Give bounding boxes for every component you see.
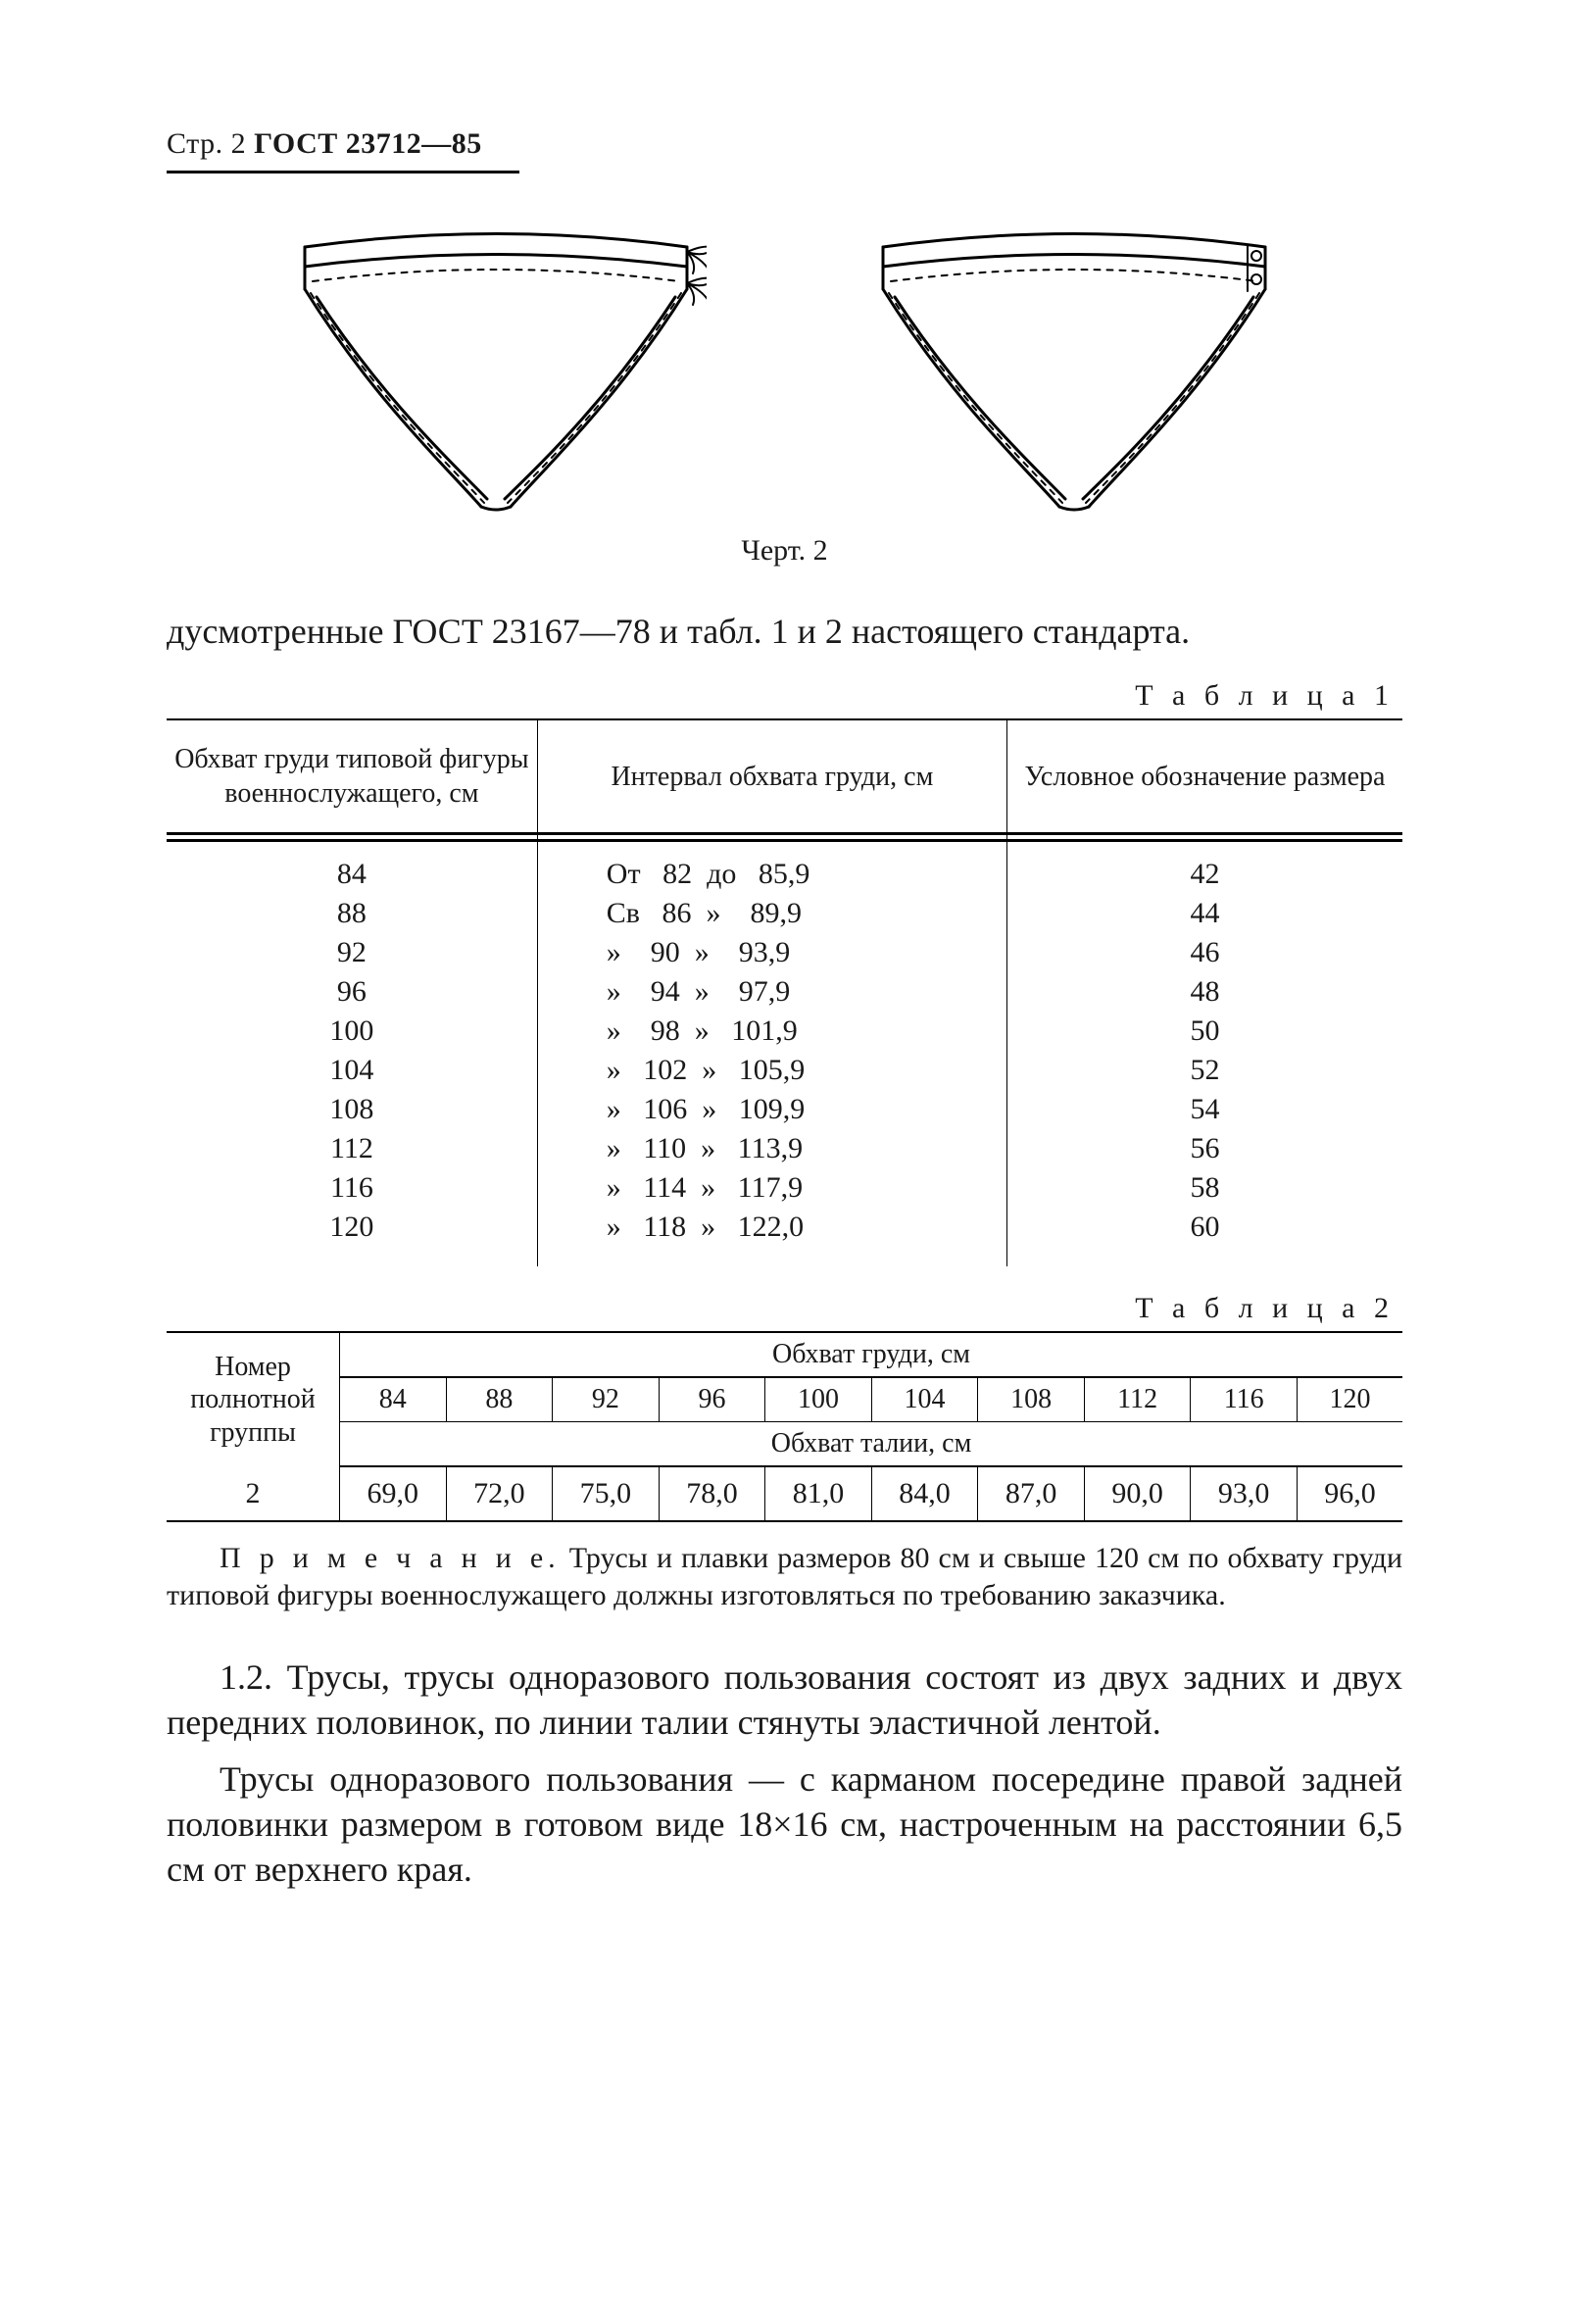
table1-chest: 120 — [167, 1208, 537, 1247]
table2-value: 81,0 — [765, 1466, 872, 1521]
table1-code: 50 — [1006, 1012, 1402, 1051]
table2-size: 92 — [553, 1377, 660, 1422]
table2-size: 84 — [340, 1377, 447, 1422]
standard-code: ГОСТ 23712—85 — [254, 127, 482, 160]
paragraph-1-2-b: Трусы одноразового пользования — с карма… — [167, 1756, 1402, 1892]
table1-code: 60 — [1006, 1208, 1402, 1247]
table2-size: 96 — [659, 1377, 765, 1422]
table1-interval: » 118 » 122,0 — [537, 1208, 1006, 1247]
table1-header-col2: Интервал обхвата груди, см — [537, 719, 1006, 834]
table2-size: 88 — [446, 1377, 553, 1422]
table1-code: 54 — [1006, 1090, 1402, 1129]
table1-header-col3: Условное обозначение размера — [1006, 719, 1402, 834]
table2-value: 72,0 — [446, 1466, 553, 1521]
table1-interval: » 110 » 113,9 — [537, 1129, 1006, 1168]
table1-interval: » 106 » 109,9 — [537, 1090, 1006, 1129]
table2-value: 84,0 — [871, 1466, 978, 1521]
table2-size: 120 — [1297, 1377, 1402, 1422]
table1-chest: 88 — [167, 894, 537, 933]
table1-code: 48 — [1006, 972, 1402, 1012]
table2-row-header: Номер полнотной группы — [167, 1332, 340, 1466]
table1-chest: 116 — [167, 1168, 537, 1208]
brief-drawing-left — [285, 213, 707, 517]
table1-code: 56 — [1006, 1129, 1402, 1168]
table1-chest: 112 — [167, 1129, 537, 1168]
table2-value: 96,0 — [1297, 1466, 1402, 1521]
figure-caption: Черт. 2 — [167, 534, 1402, 568]
table2-value: 75,0 — [553, 1466, 660, 1521]
table2-value: 78,0 — [659, 1466, 765, 1521]
table2-chest-label: Обхват груди, см — [340, 1332, 1402, 1377]
table1-chest: 84 — [167, 841, 537, 895]
table1-interval: От 82 до 85,9 — [537, 841, 1006, 895]
table1-interval: » 98 » 101,9 — [537, 1012, 1006, 1051]
table2-value: 87,0 — [978, 1466, 1085, 1521]
header-rule — [167, 171, 519, 173]
table2-value: 90,0 — [1084, 1466, 1191, 1521]
brief-drawing-right — [863, 213, 1285, 517]
table2-value: 93,0 — [1191, 1466, 1298, 1521]
table1-code: 58 — [1006, 1168, 1402, 1208]
table2-value: 69,0 — [340, 1466, 447, 1521]
table1-chest: 100 — [167, 1012, 537, 1051]
table1: Обхват груди типовой фигуры военнослужащ… — [167, 718, 1402, 1266]
table1-code: 44 — [1006, 894, 1402, 933]
figure-row — [167, 213, 1402, 517]
table1-label: Т а б л и ц а 1 — [167, 679, 1395, 713]
table2-waist-label: Обхват талии, см — [340, 1422, 1402, 1467]
table1-interval: » 102 » 105,9 — [537, 1051, 1006, 1090]
table1-chest: 108 — [167, 1090, 537, 1129]
document-page: Стр. 2 ГОСТ 23712—85 — [0, 0, 1569, 2324]
table2-size: 104 — [871, 1377, 978, 1422]
table2-group: 2 — [167, 1466, 340, 1521]
table2-size: 112 — [1084, 1377, 1191, 1422]
paragraph-1-2-a: 1.2. Трусы, трусы одноразового пользован… — [167, 1655, 1402, 1745]
table1-header-col1: Обхват груди типовой фигуры военнослужащ… — [167, 719, 537, 834]
table1-interval: » 90 » 93,9 — [537, 933, 1006, 972]
lead-paragraph: дусмотренные ГОСТ 23167—78 и табл. 1 и 2… — [167, 609, 1402, 654]
table1-interval: » 114 » 117,9 — [537, 1168, 1006, 1208]
table1-interval: » 94 » 97,9 — [537, 972, 1006, 1012]
note-paragraph: П р и м е ч а н и е. Трусы и плавки разм… — [167, 1540, 1402, 1615]
table2-label: Т а б л и ц а 2 — [167, 1292, 1395, 1325]
table1-chest: 96 — [167, 972, 537, 1012]
table2-size: 100 — [765, 1377, 872, 1422]
table1-interval: Св 86 » 89,9 — [537, 894, 1006, 933]
table1-chest: 104 — [167, 1051, 537, 1090]
table1-code: 46 — [1006, 933, 1402, 972]
table1-code: 42 — [1006, 841, 1402, 895]
table2-size: 116 — [1191, 1377, 1298, 1422]
table2: Номер полнотной группы Обхват груди, см … — [167, 1331, 1402, 1522]
table1-code: 52 — [1006, 1051, 1402, 1090]
page-header: Стр. 2 ГОСТ 23712—85 — [167, 127, 1402, 161]
table1-chest: 92 — [167, 933, 537, 972]
note-label: П р и м е ч а н и е. — [220, 1542, 561, 1574]
page-number: Стр. 2 — [167, 127, 246, 160]
table2-size: 108 — [978, 1377, 1085, 1422]
